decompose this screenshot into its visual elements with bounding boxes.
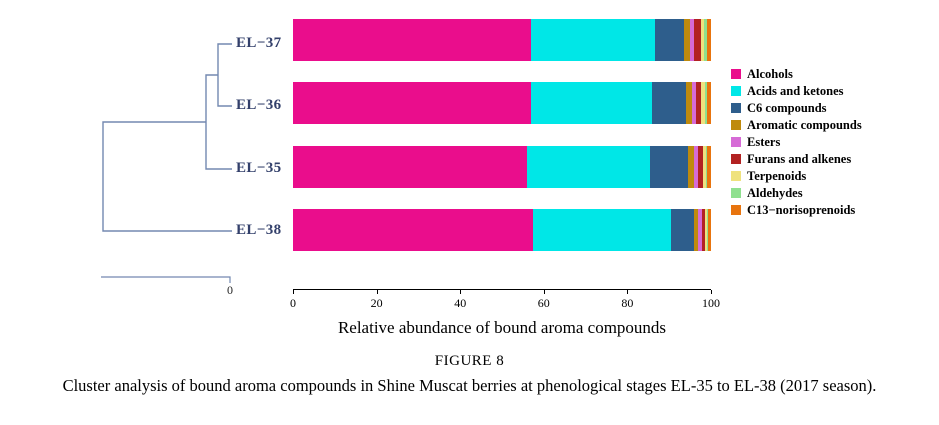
legend-label: Furans and alkenes: [747, 151, 852, 166]
bar-segment: [531, 19, 655, 61]
legend-item: Acids and ketones: [731, 83, 862, 99]
x-axis-tick: [627, 290, 629, 294]
bar-segment: [698, 146, 703, 188]
legend-label: Aromatic compounds: [747, 117, 862, 132]
bar-segment: [293, 209, 534, 251]
bar-segment: [706, 82, 711, 124]
bar-segment: [652, 82, 686, 124]
dendrogram-leaf-label: EL−38: [236, 222, 282, 238]
bar-row: [293, 19, 711, 61]
bar-segment: [705, 146, 707, 188]
bar-segment: [706, 19, 711, 61]
dendrogram: [101, 43, 232, 283]
legend-swatch: [731, 120, 741, 130]
x-axis-title: Relative abundance of bound aroma compou…: [337, 318, 667, 337]
x-axis-tick-label: 20: [370, 296, 383, 310]
legend-swatch: [731, 205, 741, 215]
dendrogram-scale-bar: [101, 276, 231, 283]
bar-segment: [704, 209, 707, 251]
dendrogram-leaf-label: EL−36: [236, 97, 282, 113]
bar-segment: [694, 146, 699, 188]
legend-item: Aromatic compounds: [731, 117, 862, 133]
stacked-bar-chart: [293, 19, 711, 252]
legend-swatch: [731, 137, 741, 147]
legend-item: Alcohols: [731, 66, 862, 82]
bar-segment: [706, 209, 709, 251]
x-axis-tick: [543, 290, 545, 294]
legend-item: Esters: [731, 134, 862, 150]
legend-label: Aldehydes: [747, 185, 803, 200]
legend-label: Terpenoids: [747, 168, 807, 183]
x-axis-tick-label: 60: [537, 296, 550, 310]
bar-segment: [692, 82, 697, 124]
bar-row: [293, 146, 711, 188]
figure-caption-title: FIGURE 8: [434, 353, 505, 369]
bar-segment: [706, 146, 711, 188]
bar-segment: [533, 209, 672, 251]
bar-segment: [531, 82, 653, 124]
bar-segment: [704, 82, 707, 124]
x-axis-tick-label: 80: [621, 296, 634, 310]
x-axis-tick: [293, 290, 294, 294]
bar-segment: [527, 146, 651, 188]
x-axis-tick-label: 0: [290, 296, 296, 310]
bar-segment: [671, 209, 695, 251]
bar-row: [293, 209, 711, 251]
dendrogram-link-el38: [102, 121, 232, 232]
x-axis-tick-label: 40: [454, 296, 467, 310]
bar-segment: [694, 209, 699, 251]
bar-segment: [650, 146, 688, 188]
dendrogram-link-el37-el36: [217, 43, 232, 107]
dendrogram-leaf-label: EL−35: [236, 160, 282, 176]
bar-segment: [696, 82, 702, 124]
legend-swatch: [731, 86, 741, 96]
bar-segment: [654, 19, 684, 61]
legend-label: Acids and ketones: [747, 83, 844, 98]
bar-segment: [683, 19, 691, 61]
bar-segment: [293, 19, 532, 61]
x-axis-tick: [376, 290, 378, 294]
legend-label: C13−norisoprenoids: [747, 202, 856, 217]
dendrogram-link-el35: [205, 74, 232, 170]
legend-swatch: [731, 69, 741, 79]
bar-segment: [694, 19, 701, 61]
bar-segment: [700, 19, 704, 61]
x-axis-tick: [711, 290, 712, 294]
bar-segment: [702, 146, 706, 188]
legend-swatch: [731, 154, 741, 164]
figure-caption: Cluster analysis of bound aroma compound…: [62, 376, 877, 395]
bar-segment: [690, 19, 695, 61]
bar-row: [293, 82, 711, 124]
bar-segment: [708, 209, 711, 251]
legend-item: Terpenoids: [731, 168, 862, 184]
bar-segment: [687, 146, 695, 188]
x-axis-tick: [460, 290, 462, 294]
bar-segment: [701, 209, 705, 251]
legend: Alcohols Acids and ketones C6 compounds Aro…: [731, 66, 862, 219]
bar-segment: [703, 19, 707, 61]
dendrogram-scale-label: 0: [227, 283, 233, 297]
bar-segment: [698, 209, 702, 251]
legend-swatch: [731, 188, 741, 198]
legend-item: Furans and alkenes: [731, 151, 862, 167]
bar-segment: [293, 82, 532, 124]
x-axis: 0 20 40 60 80 100: [290, 289, 720, 311]
x-axis-tick-label: 100: [702, 296, 720, 310]
legend-swatch: [731, 103, 741, 113]
legend-item: C13−norisoprenoids: [731, 202, 862, 218]
bar-segment: [685, 82, 693, 124]
bar-segment: [701, 82, 705, 124]
legend-swatch: [731, 171, 741, 181]
legend-item: Aldehydes: [731, 185, 862, 201]
legend-label: C6 compounds: [747, 100, 827, 115]
legend-item: C6 compounds: [731, 100, 862, 116]
dendrogram-leaf-label: EL−37: [236, 35, 282, 51]
legend-label: Esters: [747, 134, 781, 149]
bar-segment: [293, 146, 528, 188]
legend-label: Alcohols: [747, 66, 793, 81]
